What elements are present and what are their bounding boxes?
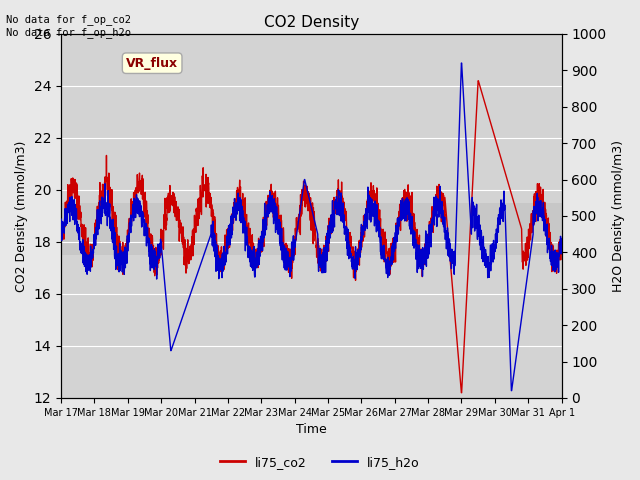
Bar (61, 203, 561, 255)
Title: CO2 Density: CO2 Density (264, 15, 359, 30)
Text: No data for f_op_co2
No data for f_op_h2o: No data for f_op_co2 No data for f_op_h2… (6, 14, 131, 38)
Y-axis label: H2O Density (mmol/m3): H2O Density (mmol/m3) (612, 140, 625, 292)
Legend: li75_co2, li75_h2o: li75_co2, li75_h2o (215, 451, 425, 474)
X-axis label: Time: Time (296, 423, 326, 436)
Text: VR_flux: VR_flux (126, 57, 178, 70)
Y-axis label: CO2 Density (mmol/m3): CO2 Density (mmol/m3) (15, 140, 28, 292)
